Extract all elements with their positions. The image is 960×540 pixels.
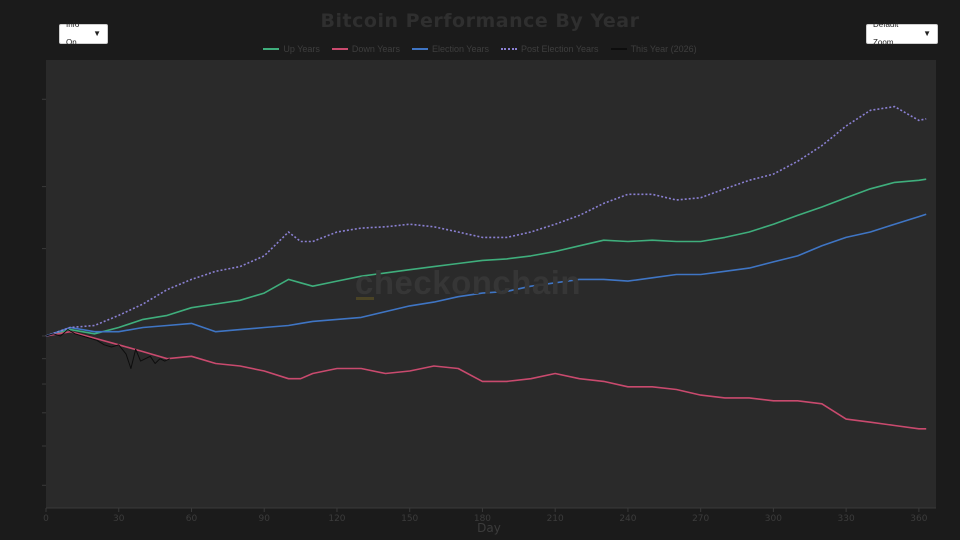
chevron-down-icon: ▼ — [93, 29, 101, 38]
legend-item[interactable]: Down Years — [331, 44, 400, 54]
series-line — [45, 213, 927, 337]
legend-label: Post Election Years — [521, 44, 599, 54]
x-tick-label: 0 — [43, 514, 49, 524]
legend-swatch — [501, 48, 517, 50]
x-tick-label: 90 — [258, 514, 270, 524]
legend-item[interactable]: This Year (2026) — [610, 44, 697, 54]
legend-label: Down Years — [351, 44, 400, 54]
x-tick-label: 270 — [692, 514, 709, 524]
legend-item[interactable]: Post Election Years — [501, 44, 599, 54]
legend-swatch — [411, 48, 428, 50]
legend-swatch — [263, 48, 280, 50]
zoom-label: Default Zoom — [873, 20, 899, 47]
chart-legend: Up Years Down Years Election Years Post Ele… — [0, 44, 960, 54]
x-tick-label: 330 — [838, 514, 855, 524]
x-tick-label: 30 — [113, 514, 125, 524]
y-axis-ticks — [42, 98, 46, 486]
chart-title: Bitcoin Performance By Year — [320, 10, 640, 32]
x-tick-label: 180 — [474, 514, 491, 524]
series-layer — [45, 105, 927, 430]
watermark-logo — [356, 297, 374, 300]
x-axis-ticks: 0 30 60 90 120 150 180 210 240 270 300 330 360 — [43, 508, 928, 524]
legend-item[interactable]: Up Years — [263, 44, 320, 54]
info-toggle-label: Info On — [66, 20, 80, 47]
x-axis-label: Day — [477, 521, 501, 535]
x-tick-label: 240 — [619, 514, 636, 524]
x-tick-label: 210 — [547, 514, 564, 524]
plot-area — [46, 60, 936, 508]
info-toggle-dropdown[interactable]: Info On ▼ — [59, 20, 108, 47]
x-tick-label: 360 — [910, 514, 927, 524]
x-tick-label: 150 — [401, 514, 418, 524]
legend-label: Up Years — [283, 44, 320, 54]
series-line — [45, 105, 927, 337]
x-tick-label: 300 — [765, 514, 782, 524]
legend-swatch — [331, 48, 348, 50]
legend-item[interactable]: Election Years — [411, 44, 489, 54]
legend-label: Election Years — [431, 44, 489, 54]
watermark-text: checkonchain — [355, 264, 582, 301]
x-tick-label: 120 — [328, 514, 345, 524]
legend-swatch — [610, 48, 627, 50]
zoom-dropdown[interactable]: Default Zoom ▼ — [866, 20, 938, 47]
series-line — [45, 330, 927, 430]
legend-label: This Year (2026) — [630, 44, 697, 54]
series-line — [45, 329, 170, 369]
x-tick-label: 60 — [186, 514, 198, 524]
chevron-down-icon: ▼ — [923, 29, 931, 38]
series-line — [45, 178, 927, 337]
